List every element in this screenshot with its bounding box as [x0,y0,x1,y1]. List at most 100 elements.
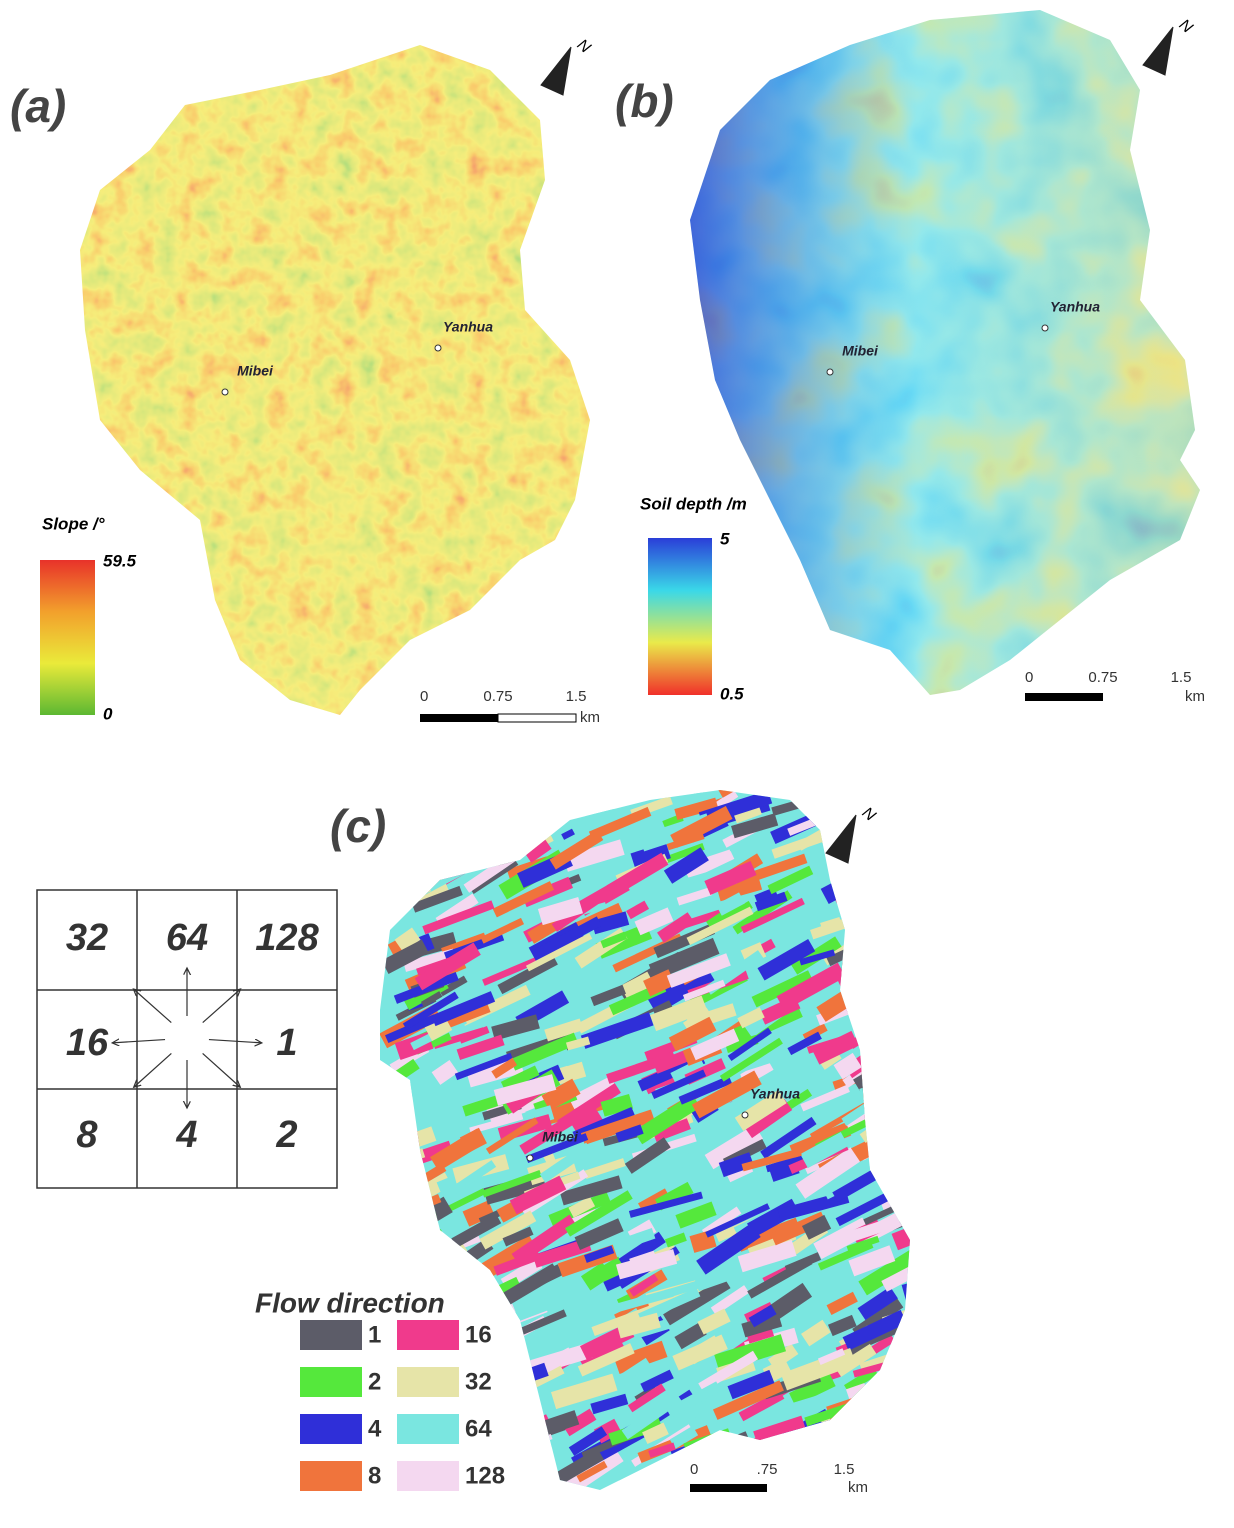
flow-patch [421,1229,445,1246]
scale-tick-label: 1.5 [1171,669,1192,686]
flow-patch [403,948,456,972]
flow-patch [906,1315,910,1357]
flow-patch [500,1065,540,1092]
flow-patch [846,901,906,940]
flow-patch [727,1027,772,1062]
flow-patch [913,995,982,1038]
scale-tick-label: .75 [757,1461,778,1478]
flow-patch [489,1303,516,1322]
legend-min: 0 [103,704,113,723]
flow-patch [475,840,516,864]
flow-patch [911,866,972,905]
flow-patch [903,1324,910,1361]
flow-patch [888,1375,910,1408]
flow-patch [511,1214,578,1266]
flow-patch [615,1124,644,1143]
flow-patch [888,1136,910,1167]
flow-patch [387,1194,442,1223]
flow-patch [621,1392,683,1440]
flow-patch [613,1340,668,1374]
flow-patch [897,1364,910,1401]
flow-patch [454,1052,513,1081]
flow-patch [438,975,468,997]
flow-patch [740,897,805,934]
flow-patch [804,790,853,817]
flow-patch [549,1448,604,1488]
flow-patch [588,806,652,841]
flow-patch [568,1196,596,1218]
flow-patch [737,1239,797,1273]
flow-patch [715,892,745,916]
legend-bar [648,538,712,695]
flow-patch [767,1282,813,1321]
flow-patch [549,830,604,870]
flow-patch [490,1393,536,1424]
flow-patch [800,1084,850,1112]
flow-patch [848,1245,896,1277]
flow-patch [920,1378,961,1407]
flow-patch [753,1415,806,1444]
flow-patch [451,1213,502,1248]
place-label: Mibei [842,343,879,359]
flow-patch [648,937,720,981]
flow-patch [717,1431,751,1455]
flow-patch [888,1105,910,1135]
flow-patch [859,1087,910,1127]
flow-patch [682,1007,712,1031]
flow-patch [903,822,910,844]
flow-patch [705,1203,770,1238]
flow-patch [734,853,808,888]
flow-patch [736,1217,801,1252]
flow-patch [893,978,910,1005]
place-marker [221,388,229,396]
flow-patch [906,926,910,955]
flow-patch [663,1276,731,1326]
flow-patch [646,1462,687,1488]
flow-patch [801,1214,832,1240]
flow-patch [448,1297,485,1323]
flow-patch [776,962,846,1011]
flow-patch [850,980,910,1015]
flow-patch [381,939,429,975]
flow-patch [380,1185,427,1218]
flow-patch [491,1057,518,1079]
legend-label: 1 [368,1321,381,1348]
flow-patch [628,1191,703,1218]
flow-patch [584,1245,615,1263]
flow-patch [559,1175,623,1206]
flow-patch [857,941,905,977]
flow-patch [737,1007,765,1029]
flow-patch [568,1076,617,1110]
flow-patch [661,843,705,865]
flow-patch [616,1312,661,1339]
flow-patch [770,1211,827,1246]
flow-patch [800,1131,849,1169]
flow-patch [846,1235,880,1253]
flow-patch [840,790,876,806]
flow-patch [727,1369,775,1400]
flow-patch [697,1308,731,1335]
flow-patch [898,932,910,958]
flow-patch [387,1168,411,1187]
legend-swatch [397,1367,459,1397]
flow-patch [531,971,577,994]
flow-patch [767,1156,800,1182]
flow-patch [380,888,403,909]
flow-patch [682,979,726,1002]
flow-patch [870,1464,910,1490]
flow-patch [674,797,719,820]
flow-patch [394,927,421,952]
flow-patch [623,1228,656,1249]
scale-tick-label: 1.5 [834,1461,855,1478]
flow-patch [664,1232,687,1248]
flow-patch [620,1364,643,1384]
legend-min: 0.5 [720,684,744,703]
flow-patch [657,912,695,943]
grid-label: 2 [275,1114,297,1156]
flow-patch [550,1373,618,1410]
flow-patch [830,856,878,886]
flow-patch [741,1312,783,1338]
flow-patch [477,1235,538,1281]
flow-patch [686,1335,722,1365]
flow-patch [568,1426,608,1456]
